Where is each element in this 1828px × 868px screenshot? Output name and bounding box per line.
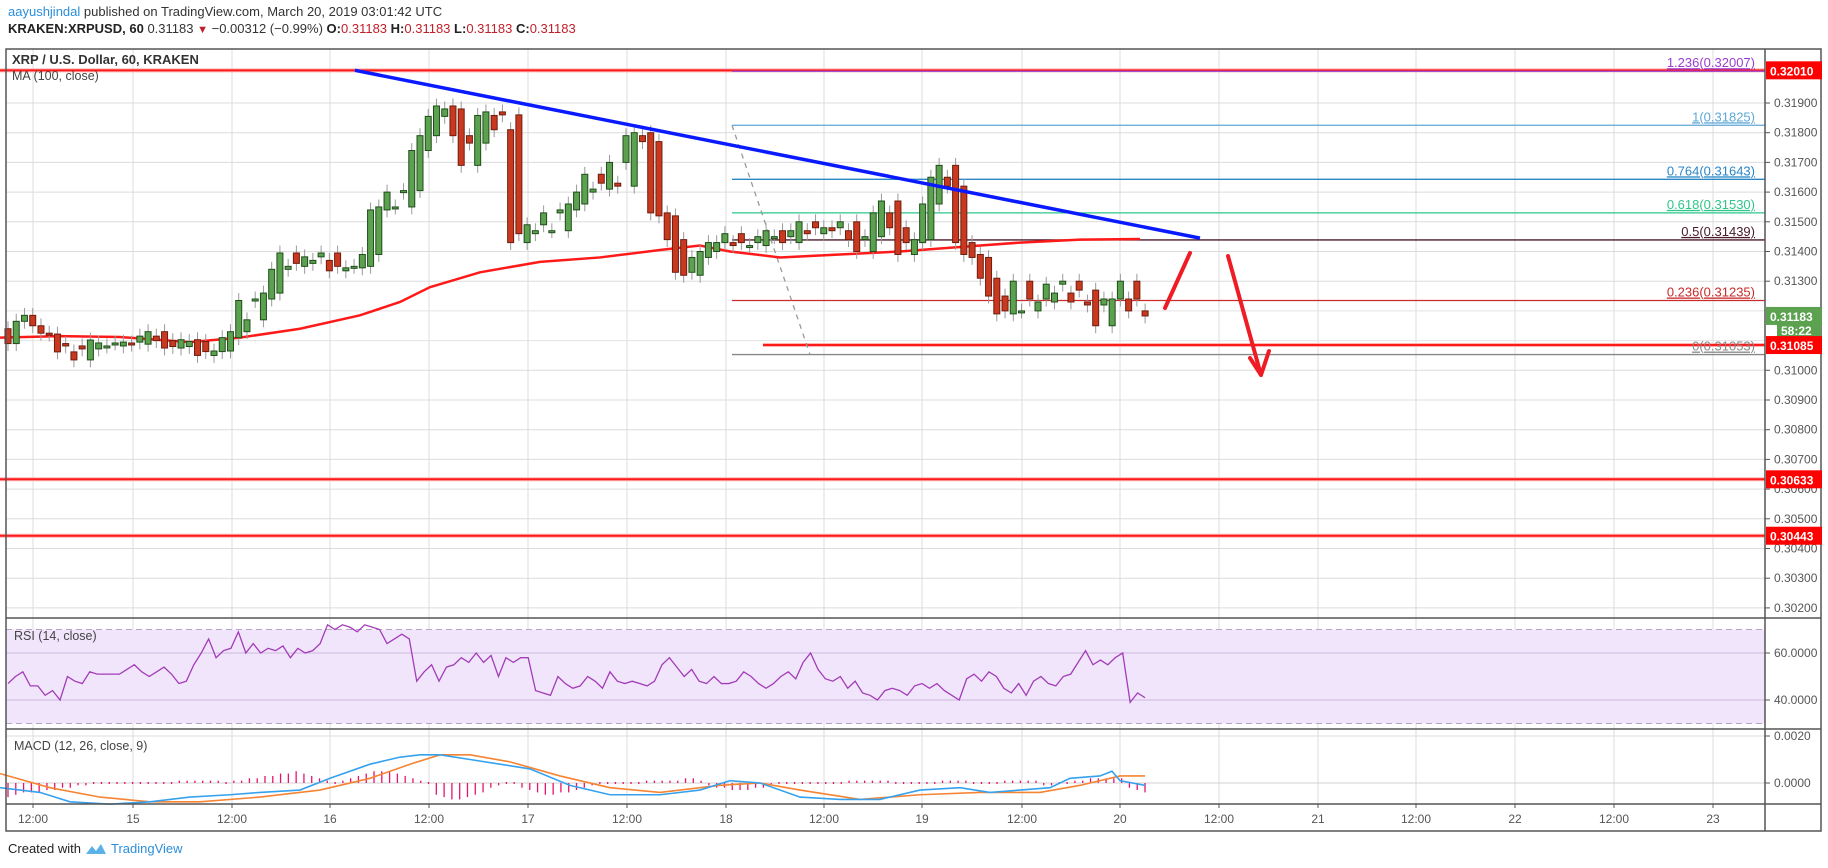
svg-text:40.0000: 40.0000 — [1774, 693, 1818, 707]
open-label: O: — [326, 21, 341, 36]
macd-legend[interactable]: MACD (12, 26, close, 9) — [14, 739, 148, 753]
tradingview-brand-link[interactable]: TradingView — [110, 841, 183, 856]
svg-text:0.31500: 0.31500 — [1774, 215, 1818, 229]
svg-text:15: 15 — [126, 812, 140, 826]
svg-text:12:00: 12:00 — [1401, 812, 1431, 826]
svg-text:0.618(0.31530): 0.618(0.31530) — [1667, 197, 1755, 212]
svg-text:0(0.31053): 0(0.31053) — [1692, 339, 1755, 354]
footer: Created with TradingView — [8, 841, 183, 856]
down-triangle-icon: ▼ — [197, 24, 208, 36]
low-value: 0.31183 — [466, 21, 513, 36]
svg-text:0.32010: 0.32010 — [1770, 64, 1814, 78]
svg-text:0.30800: 0.30800 — [1774, 423, 1818, 437]
svg-text:0.30633: 0.30633 — [1770, 473, 1814, 487]
svg-text:0.31900: 0.31900 — [1774, 96, 1818, 110]
ma-legend[interactable]: MA (100, close) — [12, 69, 99, 83]
svg-text:18: 18 — [719, 812, 733, 826]
svg-text:0.31600: 0.31600 — [1774, 185, 1818, 199]
svg-text:12:00: 12:00 — [1007, 812, 1037, 826]
svg-text:23: 23 — [1706, 812, 1720, 826]
published-text: published on TradingView.com, March 20, … — [80, 4, 443, 19]
svg-text:0.0020: 0.0020 — [1774, 729, 1811, 743]
svg-text:20: 20 — [1113, 812, 1127, 826]
svg-text:17: 17 — [521, 812, 535, 826]
svg-text:0.31085: 0.31085 — [1770, 339, 1814, 353]
rsi-band — [6, 629, 1765, 724]
author-link[interactable]: aayushjindal — [8, 4, 81, 19]
high-label: H: — [390, 21, 405, 36]
svg-text:12:00: 12:00 — [217, 812, 247, 826]
price-change: −0.00312 (−0.99%) — [211, 21, 323, 36]
svg-text:16: 16 — [323, 812, 337, 826]
svg-text:0.0000: 0.0000 — [1774, 776, 1811, 790]
symbol-quote-line: KRAKEN:XRPUSD, 60 0.31183 ▼ −0.00312 (−0… — [8, 21, 576, 36]
svg-text:0.31183: 0.31183 — [1770, 310, 1813, 324]
chart-frame — [5, 48, 1822, 832]
tradingview-logo-icon — [85, 843, 106, 854]
macd-series — [0, 753, 1146, 805]
svg-text:12:00: 12:00 — [414, 812, 444, 826]
svg-text:12:00: 12:00 — [1599, 812, 1629, 826]
rsi-line — [7, 623, 1146, 704]
svg-text:12:00: 12:00 — [809, 812, 839, 826]
open-value: 0.31183 — [341, 21, 388, 36]
last-price: 0.31183 — [147, 21, 194, 36]
close-label: C: — [515, 21, 530, 36]
fibonacci-retracement[interactable]: 1.236(0.32007) 1(0.31825) 0.764(0.31643) 0.… — [731, 55, 1765, 356]
trendline[interactable] — [354, 68, 1201, 240]
svg-text:0.31700: 0.31700 — [1774, 155, 1818, 169]
svg-text:0.31800: 0.31800 — [1774, 126, 1818, 140]
svg-text:0.31000: 0.31000 — [1774, 363, 1818, 377]
svg-text:0.30700: 0.30700 — [1774, 452, 1818, 466]
svg-text:0.30500: 0.30500 — [1774, 512, 1818, 526]
svg-text:0.30300: 0.30300 — [1774, 571, 1818, 585]
svg-text:0.30443: 0.30443 — [1770, 530, 1814, 544]
svg-text:22: 22 — [1508, 812, 1522, 826]
svg-text:12:00: 12:00 — [612, 812, 642, 826]
ma-100-line — [0, 237, 1141, 344]
low-label: L: — [454, 21, 467, 36]
close-value: 0.31183 — [529, 21, 576, 36]
svg-text:0.30200: 0.30200 — [1774, 601, 1818, 615]
svg-text:1.236(0.32007): 1.236(0.32007) — [1667, 55, 1755, 70]
svg-text:60.0000: 60.0000 — [1774, 646, 1818, 660]
high-value: 0.31183 — [404, 21, 451, 36]
horizontal-lines — [0, 68, 1765, 538]
publication-line: aayushjindal published on TradingView.co… — [8, 4, 442, 19]
svg-text:0.764(0.31643): 0.764(0.31643) — [1667, 163, 1755, 178]
svg-text:19: 19 — [915, 812, 929, 826]
main-pane-title: XRP / U.S. Dollar, 60, KRAKEN — [12, 52, 199, 67]
svg-text:21: 21 — [1311, 812, 1325, 826]
symbol-name: KRAKEN:XRPUSD, 60 — [8, 21, 144, 36]
annotation-arrows[interactable] — [1163, 251, 1271, 377]
svg-text:0.30900: 0.30900 — [1774, 393, 1818, 407]
time-axis[interactable]: 12:00 15 12:00 16 12:00 17 12:00 18 12:00 19 12:00… — [18, 804, 1720, 826]
svg-text:1(0.31825): 1(0.31825) — [1692, 109, 1755, 124]
created-with-text: Created with — [8, 841, 81, 856]
svg-text:58:22: 58:22 — [1781, 324, 1812, 338]
price-axis[interactable]: 0.31900 0.31800 0.31700 0.31600 0.31500 0.314… — [1765, 61, 1822, 790]
svg-text:0.236(0.31235): 0.236(0.31235) — [1667, 285, 1755, 300]
rsi-legend[interactable]: RSI (14, close) — [14, 629, 97, 643]
svg-text:12:00: 12:00 — [18, 812, 48, 826]
svg-text:0.31400: 0.31400 — [1774, 245, 1818, 259]
svg-text:0.31300: 0.31300 — [1774, 274, 1818, 288]
svg-text:0.30400: 0.30400 — [1774, 542, 1818, 556]
svg-text:12:00: 12:00 — [1204, 812, 1234, 826]
svg-text:0.5(0.31439): 0.5(0.31439) — [1681, 224, 1755, 239]
candlestick-series — [4, 98, 1149, 368]
